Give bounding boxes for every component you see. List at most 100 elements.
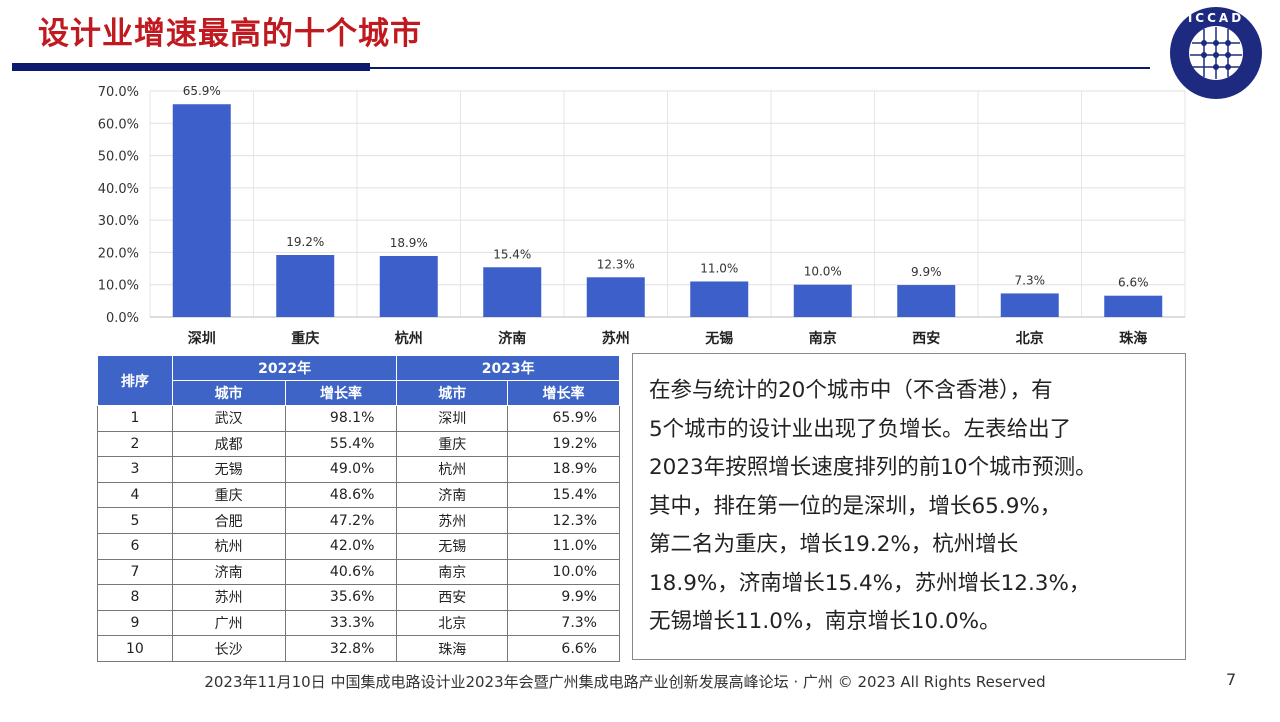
city-2023-cell: 南京 <box>396 558 509 586</box>
category-label: 杭州 <box>395 330 423 347</box>
city-2023-cell: 重庆 <box>396 430 509 458</box>
rank-cell: 6 <box>97 532 173 560</box>
city-2022-cell: 济南 <box>171 558 286 586</box>
rate-2022-cell: 42.0% <box>284 532 398 560</box>
y-tick-label: 0.0% <box>106 311 139 326</box>
city-header: 城市 <box>396 380 509 406</box>
summary-line: 18.9%，济南增长15.4%，苏州增长12.3%， <box>649 570 1091 596</box>
rank-cell: 8 <box>97 584 173 611</box>
rate-2023-cell: 10.0% <box>507 558 620 586</box>
data-label: 18.9% <box>390 236 428 250</box>
rate-2023-cell: 9.9% <box>507 584 620 611</box>
data-label: 19.2% <box>286 235 324 249</box>
slide-title: 设计业增速最高的十个城市 <box>38 16 422 52</box>
bar <box>172 104 231 317</box>
summary-line: 第二名为重庆，增长19.2%，杭州增长 <box>649 532 1019 557</box>
table-row: 1 武汉 98.1% 深圳 65.9% <box>97 405 620 432</box>
category-label: 无锡 <box>704 330 733 347</box>
growth-ranking-table: 排序 2022年 2023年 城市 增长率 城市 增长率 1 武汉 98.1% 深圳 6… <box>97 355 620 662</box>
rate-2022-cell: 32.8% <box>284 635 398 662</box>
rank-header: 排序 <box>97 355 173 406</box>
city-2022-cell: 杭州 <box>171 532 286 560</box>
bar <box>586 277 645 317</box>
rate-2023-cell: 15.4% <box>507 481 620 509</box>
summary-line: 在参与统计的20个城市中（不含香港），有 <box>649 378 1053 403</box>
data-label: 12.3% <box>597 257 635 271</box>
city-2023-cell: 北京 <box>396 609 509 637</box>
year-header-2022: 2022年 <box>171 355 398 381</box>
bar <box>897 285 956 317</box>
y-tick-label: 70.0% <box>98 85 139 100</box>
city-2023-cell: 珠海 <box>396 635 509 662</box>
category-label: 重庆 <box>291 330 319 347</box>
rank-cell: 9 <box>97 609 173 637</box>
table-row: 7 济南 40.6% 南京 10.0% <box>97 558 620 586</box>
rank-cell: 3 <box>97 456 173 483</box>
y-tick-label: 30.0% <box>98 214 139 229</box>
table-row: 8 苏州 35.6% 西安 9.9% <box>97 584 620 611</box>
y-tick-label: 10.0% <box>98 279 139 294</box>
rate-header: 增长率 <box>284 380 398 406</box>
table-row: 4 重庆 48.6% 济南 15.4% <box>97 481 620 509</box>
category-label: 北京 <box>1016 330 1044 347</box>
table-row: 3 无锡 49.0% 杭州 18.9% <box>97 456 620 483</box>
city-header: 城市 <box>171 380 286 406</box>
y-tick-label: 60.0% <box>98 117 139 132</box>
data-label: 65.9% <box>183 84 221 98</box>
bar <box>276 255 335 317</box>
y-tick-label: 50.0% <box>98 150 139 165</box>
rate-2022-cell: 48.6% <box>284 481 398 509</box>
bar <box>1000 293 1059 317</box>
footer: 2023年11月10日 中国集成电路设计业2023年会暨广州集成电路产业创新发展… <box>204 673 1046 691</box>
rank-cell: 5 <box>97 507 173 534</box>
city-2023-cell: 济南 <box>396 481 509 509</box>
table-row: 6 杭州 42.0% 无锡 11.0% <box>97 532 620 560</box>
table-row: 9 广州 33.3% 北京 7.3% <box>97 609 620 637</box>
rate-2023-cell: 7.3% <box>507 609 620 637</box>
city-2023-cell: 杭州 <box>396 456 509 483</box>
bar <box>483 267 542 317</box>
rank-cell: 4 <box>97 481 173 509</box>
rate-2023-cell: 11.0% <box>507 532 620 560</box>
data-label: 11.0% <box>700 261 738 275</box>
logo-text: ICCAD <box>1188 11 1244 25</box>
rank-cell: 7 <box>97 558 173 586</box>
bar-chart: 0.0% 10.0% 20.0% 30.0% 40.0% 50.0% 60.0% 70.0% 6… <box>98 84 1186 347</box>
title-underline-thick <box>12 63 370 71</box>
data-label: 9.9% <box>911 265 942 279</box>
title-underline-thin <box>370 67 1150 69</box>
city-2022-cell: 合肥 <box>171 507 286 534</box>
year-header-2023: 2023年 <box>396 355 620 381</box>
table-row: 5 合肥 47.2% 苏州 12.3% <box>97 507 620 534</box>
summary-line: 2023年按照增长速度排列的前10个城市预测。 <box>649 455 1097 480</box>
summary-textbox: 在参与统计的20个城市中（不含香港），有 5个城市的设计业出现了负增长。左表给出了… <box>632 353 1186 660</box>
data-label: 6.6% <box>1118 276 1149 290</box>
city-2022-cell: 武汉 <box>171 405 286 432</box>
rate-2022-cell: 55.4% <box>284 430 398 458</box>
table-row: 10 长沙 32.8% 珠海 6.6% <box>97 635 620 662</box>
category-label: 西安 <box>912 330 940 347</box>
summary-line: 其中，排在第一位的是深圳，增长65.9%， <box>649 493 1062 519</box>
city-2023-cell: 无锡 <box>396 532 509 560</box>
category-label: 珠海 <box>1119 330 1147 347</box>
rank-cell: 10 <box>97 635 173 662</box>
category-label: 苏州 <box>602 330 630 347</box>
rate-2022-cell: 47.2% <box>284 507 398 534</box>
city-2023-cell: 苏州 <box>396 507 509 534</box>
city-2023-cell: 深圳 <box>396 405 509 432</box>
rank-cell: 2 <box>97 430 173 458</box>
category-label: 深圳 <box>188 330 216 347</box>
category-label: 济南 <box>498 330 526 347</box>
bar <box>690 281 749 317</box>
rate-2022-cell: 40.6% <box>284 558 398 586</box>
data-label: 10.0% <box>804 265 842 279</box>
rate-2023-cell: 12.3% <box>507 507 620 534</box>
category-label: 南京 <box>809 330 837 347</box>
table-row: 2 成都 55.4% 重庆 19.2% <box>97 430 620 458</box>
rate-2022-cell: 33.3% <box>284 609 398 637</box>
page-number: 7 <box>1226 670 1237 689</box>
summary-line: 无锡增长11.0%，南京增长10.0%。 <box>649 609 1001 634</box>
data-label: 7.3% <box>1015 273 1046 287</box>
bar <box>793 284 852 317</box>
rate-2023-cell: 65.9% <box>507 405 620 432</box>
